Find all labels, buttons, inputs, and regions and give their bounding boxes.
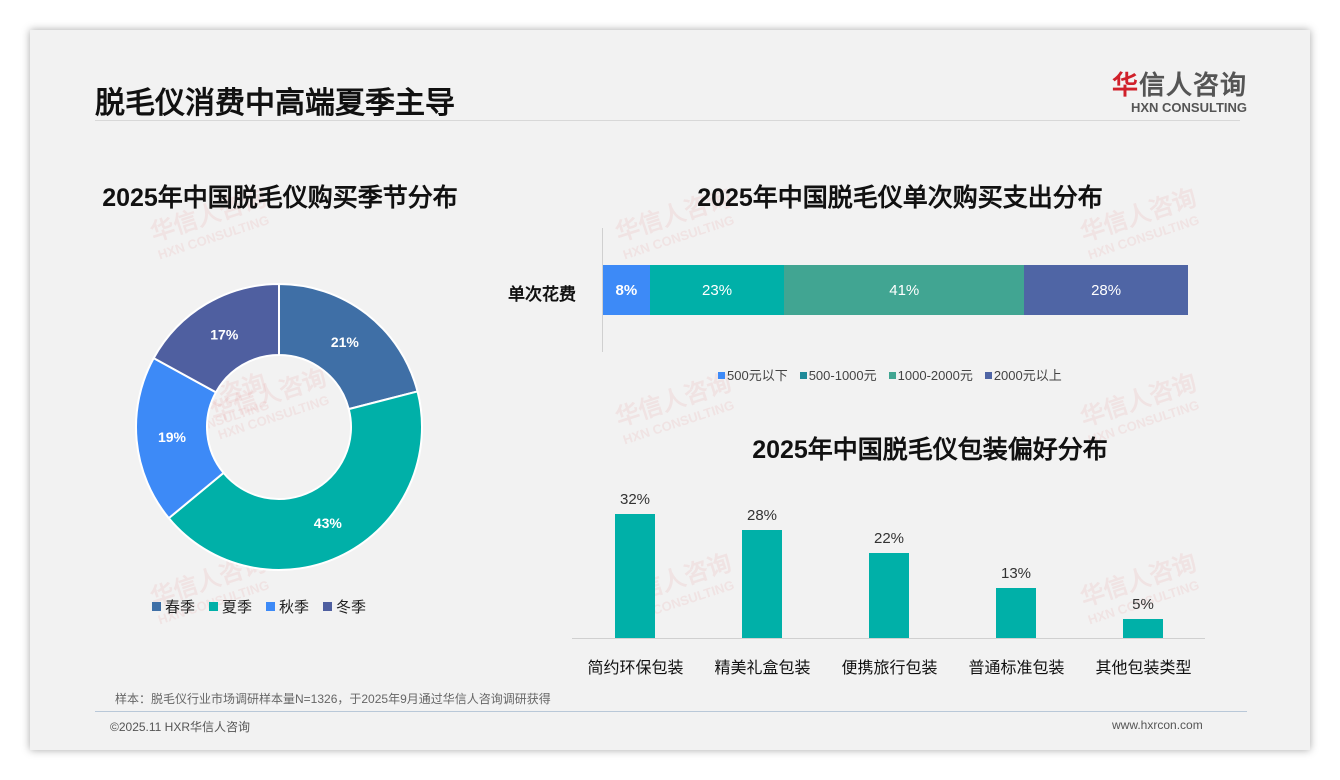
legend-label: 2000元以上 — [993, 368, 1062, 383]
spend-axis — [602, 228, 603, 352]
packaging-bar — [615, 514, 655, 638]
sample-note: 样本：脱毛仪行业市场调研样本量N=1326，于2025年9月通过华信人咨询调研获… — [115, 692, 551, 706]
legend-item: 2000元以上 — [984, 365, 1062, 384]
page-title: 脱毛仪消费中高端夏季主导 — [95, 87, 455, 120]
spend-legend: 500元以下 500-1000元 1000-2000元 2000元以上 — [718, 365, 1062, 384]
legend-swatch — [888, 372, 896, 379]
copyright: ©2025.11 HXR华信人咨询 — [110, 720, 250, 734]
footer-divider — [95, 711, 1247, 712]
website-url: www.hxrcon.com — [1112, 718, 1203, 732]
legend-swatch — [799, 372, 807, 379]
slide: 脱毛仪消费中高端夏季主导 华信人咨询 HXN CONSULTING 华信人咨询 H… — [30, 30, 1310, 750]
header-divider — [95, 120, 1240, 121]
legend-item: 春季 — [152, 596, 195, 617]
bar-category-label: 其他包装类型 — [1095, 660, 1192, 677]
legend-label: 春季 — [165, 599, 196, 616]
season-legend: 春季 夏季 秋季 冬季 — [152, 596, 366, 617]
logo-cn: 信人咨询 — [1139, 70, 1248, 100]
packaging-bar — [996, 587, 1036, 638]
legend-item: 夏季 — [209, 596, 252, 617]
donut-slice-1 — [167, 390, 423, 571]
spend-category-label: 单次花费 — [508, 285, 576, 304]
season-chart-title: 2025年中国脱毛仪购买季节分布 — [102, 184, 458, 212]
legend-item: 秋季 — [266, 596, 309, 617]
legend-item: 1000-2000元 — [888, 365, 973, 384]
legend-label: 冬季 — [336, 599, 367, 616]
stack-segment-2: 41% — [784, 265, 1025, 315]
donut-label: 17% — [210, 326, 239, 342]
bar-value-label: 5% — [1132, 595, 1154, 613]
donut-label: 21% — [331, 334, 360, 350]
legend-item: 冬季 — [323, 596, 366, 617]
bar-category-label: 精美礼盒包装 — [714, 660, 811, 677]
legend-label: 夏季 — [222, 599, 253, 616]
bar-category-label: 简约环保包装 — [587, 660, 684, 677]
logo-en: HXN CONSULTING — [1130, 100, 1248, 115]
logo-red-char: 华 — [1112, 70, 1140, 100]
packaging-bar-chart: 32% 简约环保包装 28% 精美礼盒包装 22% 便携旅行包装 13% 普通标准包装 5% 其他… — [572, 30, 1207, 750]
legend-item: 500-1000元 — [799, 365, 877, 384]
packaging-bar — [869, 552, 909, 638]
legend-swatch — [718, 372, 725, 379]
spend-stacked-bar: 8% 23% 41% 28% — [603, 265, 1188, 315]
bar-value-label: 13% — [1000, 564, 1032, 582]
legend-swatch — [209, 602, 219, 611]
stack-segment-1: 23% — [649, 265, 785, 315]
packaging-bar — [1123, 618, 1163, 638]
legend-label: 1000-2000元 — [897, 368, 973, 383]
bar-category-label: 普通标准包装 — [968, 660, 1065, 677]
bar-value-label: 32% — [619, 491, 651, 508]
packaging-axis — [572, 638, 1205, 639]
spend-chart-title: 2025年中国脱毛仪单次购买支出分布 — [697, 184, 1103, 212]
donut-slice-3 — [152, 282, 280, 394]
packaging-bar — [742, 529, 782, 638]
donut-label: 43% — [314, 515, 343, 531]
legend-swatch — [152, 602, 161, 611]
donut-label: 19% — [158, 429, 187, 445]
legend-swatch — [266, 602, 276, 611]
legend-label: 500元以下 — [727, 368, 788, 383]
donut-slice-0 — [278, 282, 419, 411]
legend-item: 500元以下 — [718, 365, 788, 384]
bar-value-label: 28% — [746, 506, 778, 524]
stack-segment-0: 8% — [603, 265, 650, 315]
stack-segment-3: 28% — [1024, 265, 1188, 315]
season-donut-chart: 21% 43% 19% 17% — [135, 282, 423, 571]
legend-label: 秋季 — [279, 599, 310, 616]
logo: 华信人咨询 HXN CONSULTING — [1112, 65, 1247, 115]
legend-label: 500-1000元 — [808, 368, 877, 383]
bar-value-label: 22% — [873, 529, 905, 547]
bar-category-label: 便携旅行包装 — [841, 660, 938, 677]
legend-swatch — [323, 602, 333, 611]
legend-swatch — [984, 372, 992, 379]
packaging-chart-title: 2025年中国脱毛仪包装偏好分布 — [752, 436, 1108, 464]
donut-slice-2 — [135, 356, 225, 520]
